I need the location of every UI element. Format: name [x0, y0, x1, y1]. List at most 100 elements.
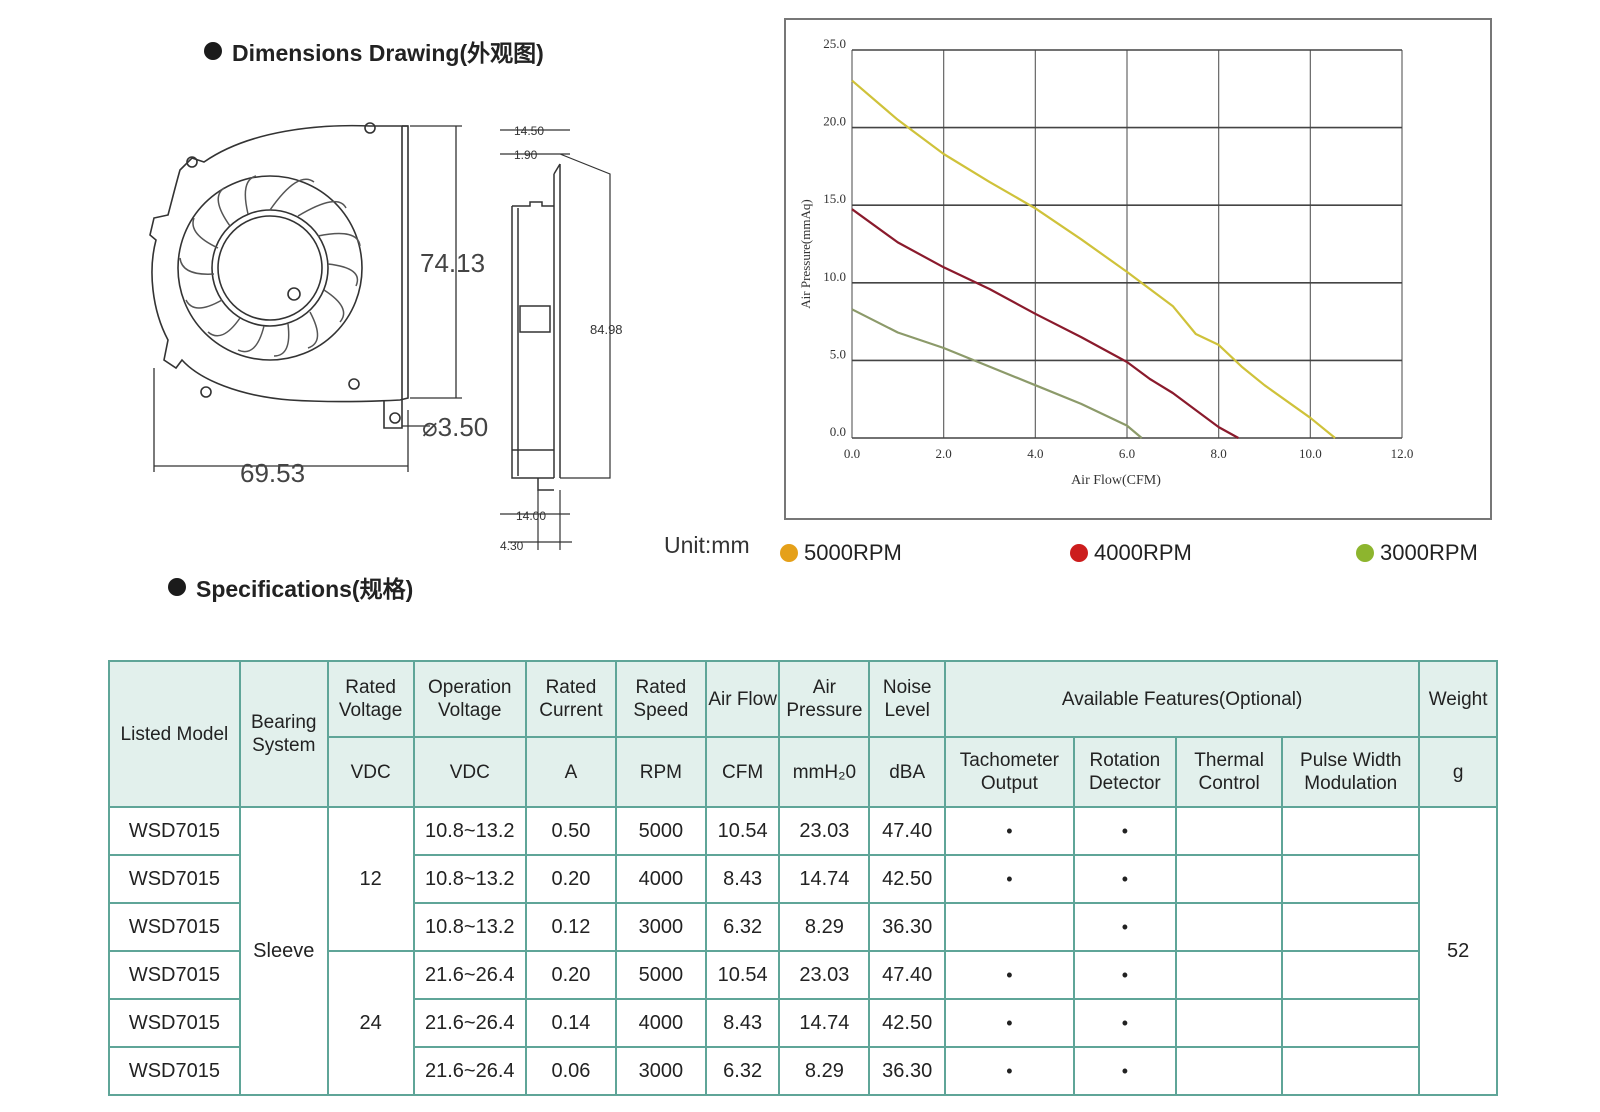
y-tick-label: 20.0 [823, 114, 846, 129]
cell-op-voltage: 10.8~13.2 [412, 806, 527, 856]
legend-label: 5000RPM [804, 540, 902, 565]
cell-current: 0.20 [524, 854, 617, 904]
fan-front-view [149, 122, 409, 429]
cell-noise: 42.50 [868, 854, 946, 904]
x-tick-label: 2.0 [936, 446, 952, 461]
unit-noise-level: dBA [868, 736, 946, 808]
cell-feature-tacho [943, 902, 1075, 952]
dimensions-title: Dimensions Drawing(外观图) [232, 40, 544, 66]
bullet-icon [204, 42, 222, 60]
cell-feature-thermal [1174, 1046, 1284, 1096]
y-tick-label: 10.0 [823, 269, 846, 284]
fan-side-view [511, 163, 561, 491]
cell-model: WSD7015 [108, 854, 241, 904]
dimensions-drawing: 74.13 69.53 ⌀3.50 14.50 1.90 84.98 14.00… [149, 122, 623, 553]
specifications-title: Specifications(规格) [196, 576, 414, 602]
cell-feature-tacho: • [943, 806, 1075, 856]
unit-label: Unit:mm [664, 532, 750, 558]
series-line-5000rpm [851, 79, 1336, 439]
x-tick-label: 10.0 [1299, 446, 1322, 461]
cell-current: 0.06 [524, 1046, 617, 1096]
dimensions-heading: Dimensions Drawing(外观图) [204, 34, 544, 68]
cell-feature-pwm [1281, 950, 1421, 1000]
cell-speed: 5000 [614, 950, 707, 1000]
unit-operation-voltage: VDC [412, 736, 527, 808]
unit-rated-current: A [524, 736, 617, 808]
side-tab-dimension: 1.90 [514, 148, 538, 162]
cell-weight: 52 [1418, 806, 1498, 1096]
unit-weight: g [1418, 736, 1498, 808]
cell-feature-rotation: • [1072, 806, 1177, 856]
cell-feature-rotation: • [1072, 1046, 1177, 1096]
cell-pressure: 14.74 [778, 854, 871, 904]
unit-rated-speed: RPM [614, 736, 707, 808]
cell-bearing: Sleeve [238, 806, 329, 1096]
series-line-3000rpm [851, 308, 1143, 439]
header-listed-model: Listed Model [108, 660, 241, 808]
unit-air-flow: CFM [704, 736, 781, 808]
cell-feature-thermal [1174, 902, 1284, 952]
cell-op-voltage: 21.6~26.4 [412, 1046, 527, 1096]
x-tick-label: 12.0 [1391, 446, 1414, 461]
series-line-4000rpm [851, 208, 1239, 439]
cell-model: WSD7015 [108, 1046, 241, 1096]
cell-op-voltage: 21.6~26.4 [412, 998, 527, 1048]
cell-pressure: 8.29 [778, 902, 871, 952]
unit-rated-voltage: VDC [326, 736, 415, 808]
legend-item-3000rpm: 3000RPM [1356, 540, 1478, 566]
cell-pressure: 14.74 [778, 998, 871, 1048]
cell-rated-voltage: 12 [326, 806, 415, 952]
cell-speed: 4000 [614, 854, 707, 904]
cell-feature-pwm [1281, 902, 1421, 952]
side-bottom-tab-dimension: 4.30 [500, 539, 524, 553]
chart-svg: 0.0 2.0 4.0 6.0 8.0 10.0 12.0 0.0 5.0 10.0 15.0 20.… [798, 36, 1414, 488]
cell-model: WSD7015 [108, 950, 241, 1000]
cell-feature-thermal [1174, 806, 1284, 856]
cell-op-voltage: 10.8~13.2 [412, 902, 527, 952]
cell-noise: 36.30 [868, 1046, 946, 1096]
side-top-dimension: 14.50 [514, 124, 544, 138]
table-row: WSD7015 21.6~26.4 0.14 4000 8.43 14.74 42.50 • • [108, 998, 1497, 1048]
header-available-features: Available Features(Optional) [943, 660, 1421, 738]
cell-current: 0.20 [524, 950, 617, 1000]
legend-dot-icon [1070, 544, 1088, 562]
header-air-pressure: Air Pressure [778, 660, 871, 738]
cell-noise: 42.50 [868, 998, 946, 1048]
specifications-table: Listed Model Bearing System Rated Voltag… [108, 660, 1498, 1096]
cell-feature-rotation: • [1072, 998, 1177, 1048]
cell-model: WSD7015 [108, 902, 241, 952]
cell-feature-pwm [1281, 1046, 1421, 1096]
header-noise-level: Noise Level [868, 660, 946, 738]
cell-model: WSD7015 [108, 998, 241, 1048]
cell-feature-tacho: • [943, 1046, 1075, 1096]
legend-label: 3000RPM [1380, 540, 1478, 565]
cell-feature-rotation: • [1072, 854, 1177, 904]
side-dimension-lines [500, 129, 611, 550]
specifications-table-body: WSD7015 Sleeve 12 10.8~13.2 0.50 5000 10.54 23.… [108, 806, 1498, 1096]
y-tick-label: 15.0 [823, 191, 846, 206]
performance-chart: 0.0 2.0 4.0 6.0 8.0 10.0 12.0 0.0 5.0 10.0 15.0 20.… [784, 18, 1492, 520]
header-rated-speed: Rated Speed [614, 660, 707, 738]
cell-pressure: 8.29 [778, 1046, 871, 1096]
cell-op-voltage: 10.8~13.2 [412, 854, 527, 904]
y-tick-label: 25.0 [823, 36, 846, 51]
front-dimension-lines [153, 125, 462, 472]
cell-noise: 47.40 [868, 806, 946, 856]
x-tick-label: 4.0 [1027, 446, 1043, 461]
cell-feature-pwm [1281, 806, 1421, 856]
cell-model: WSD7015 [108, 806, 241, 856]
cell-current: 0.12 [524, 902, 617, 952]
fan-blades [179, 175, 361, 357]
legend-item-5000rpm: 5000RPM [780, 540, 902, 566]
cell-feature-tacho: • [943, 854, 1075, 904]
cell-flow: 8.43 [704, 854, 781, 904]
header-bearing-system: Bearing System [238, 660, 329, 808]
cell-flow: 6.32 [704, 902, 781, 952]
y-tick-label: 5.0 [830, 346, 846, 361]
cell-feature-rotation: • [1072, 950, 1177, 1000]
header-rotation-detector: Rotation Detector [1072, 736, 1177, 808]
header-weight: Weight [1418, 660, 1498, 738]
cell-feature-pwm [1281, 998, 1421, 1048]
y-axis-label: Air Pressure(mmAq) [798, 199, 813, 308]
cell-feature-thermal [1174, 950, 1284, 1000]
